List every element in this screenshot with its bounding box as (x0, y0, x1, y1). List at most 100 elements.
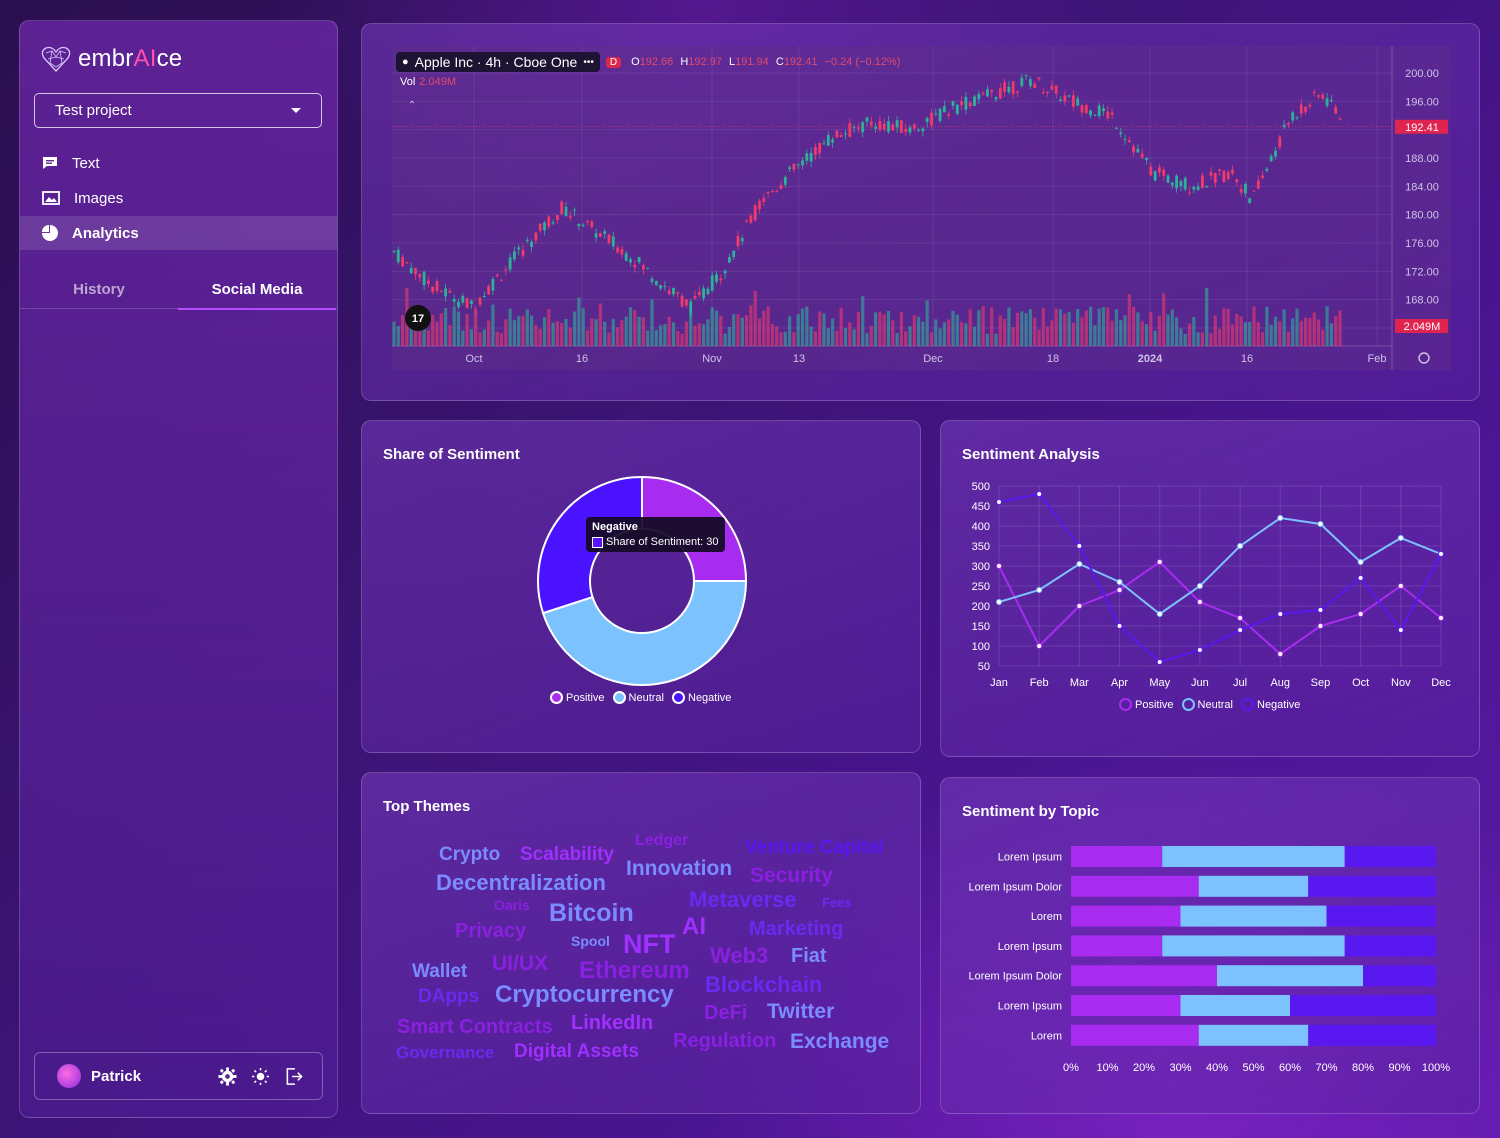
data-point (1357, 611, 1364, 617)
volume-bar (1058, 309, 1063, 346)
sentiment-by-topic-panel: Sentiment by Topic 0% 10% 20% 30% 40% 50% 60% 7… (940, 777, 1480, 1114)
volume-bar (800, 308, 805, 346)
volume-bar (1265, 306, 1269, 346)
candle-body (981, 92, 985, 94)
y-category-label: Lorem Ipsum (998, 1001, 1062, 1013)
logo[interactable]: embrAIce (40, 43, 182, 75)
candle-body (1153, 171, 1157, 181)
theme-word[interactable]: Web3 (710, 943, 769, 968)
volume-bar (831, 318, 835, 346)
volume-bar (899, 311, 903, 346)
candle-body (1226, 172, 1230, 179)
legend-negative[interactable]: Negative (672, 691, 731, 704)
avatar[interactable] (57, 1064, 81, 1088)
tab-history[interactable]: History (73, 281, 125, 298)
legend-negative[interactable]: Negative (1241, 698, 1300, 711)
volume-bar (809, 326, 813, 346)
sun-icon[interactable] (251, 1067, 270, 1086)
volume-bar (452, 306, 456, 346)
tab-social-media[interactable]: Social Media (178, 279, 336, 310)
legend-positive[interactable]: Positive (1119, 698, 1174, 711)
volume-bar (1226, 308, 1230, 346)
theme-word[interactable]: DApps (418, 986, 480, 1007)
volume-bar (917, 316, 921, 346)
theme-word[interactable]: Smart Contracts (397, 1016, 553, 1038)
theme-word[interactable]: AI (682, 913, 706, 940)
theme-word[interactable]: Ledger (635, 832, 689, 849)
candle-body (508, 257, 512, 270)
volume-bar (465, 314, 469, 346)
theme-word[interactable]: Fiat (791, 945, 827, 967)
theme-word[interactable]: Metaverse (689, 887, 797, 912)
volume-bar (762, 310, 766, 346)
y-tick-label: 196.00 (1405, 96, 1439, 108)
volume-bar (727, 326, 731, 346)
volume-bar (1278, 321, 1282, 346)
sidebar-item-analytics[interactable]: Analytics (20, 216, 337, 250)
symbol-box[interactable]: ● Apple Inc · 4h · Cboe One ••• (396, 52, 600, 72)
theme-word[interactable]: Scalability (520, 844, 614, 865)
candle-body (1321, 94, 1325, 99)
candle-body (1295, 117, 1299, 119)
legend-neutral[interactable]: Neutral (612, 691, 664, 704)
volume-bar (1076, 308, 1080, 346)
y-tick-label: 180.00 (1405, 210, 1439, 222)
theme-word[interactable]: Twitter (767, 1000, 835, 1023)
theme-word[interactable]: Security (750, 864, 833, 887)
candle-body (396, 249, 400, 263)
theme-word[interactable]: NFT (623, 929, 676, 959)
legend-positive[interactable]: Positive (550, 691, 605, 704)
legend-neutral[interactable]: Neutral (1181, 698, 1233, 711)
theme-word[interactable]: Innovation (626, 857, 733, 880)
theme-word[interactable]: Digital Assets (514, 1041, 639, 1062)
donut-chart[interactable] (362, 421, 922, 754)
tradingview-logo-icon (405, 305, 431, 331)
theme-word[interactable]: Governance (396, 1043, 495, 1062)
theme-word[interactable]: Bitcoin (549, 899, 634, 927)
volume-bar (929, 332, 934, 346)
candle-body (392, 250, 396, 253)
theme-word[interactable]: Ethereum (579, 957, 690, 984)
volume-bar (1028, 309, 1032, 346)
x-tick-label: 90% (1388, 1062, 1410, 1074)
stock-chart[interactable]: 200.00196.00192.00188.00184.00180.00176.… (392, 46, 1451, 370)
theme-word[interactable]: Regulation (673, 1030, 777, 1052)
bar-segment-neutral (1217, 965, 1363, 987)
stock-chart-panel: 200.00196.00192.00188.00184.00180.00176.… (361, 23, 1480, 401)
chart-legend: Positive Neutral Negative (550, 691, 731, 704)
theme-word[interactable]: Blockchain (705, 972, 823, 997)
theme-word[interactable]: Cryptocurrency (495, 981, 674, 1008)
theme-word[interactable]: DeFi (704, 1002, 748, 1024)
theme-word[interactable]: LinkedIn (571, 1012, 654, 1034)
theme-word[interactable]: Marketing (749, 918, 844, 940)
candle-body (702, 288, 705, 299)
stacked-bar-chart[interactable]: 0% 10% 20% 30% 40% 50% 60% 70% 80% 90% 100% Lorem I… (941, 778, 1481, 1115)
volume-bar (1084, 310, 1088, 346)
theme-word[interactable]: Decentralization (436, 870, 606, 895)
theme-word[interactable]: Wallet (412, 961, 468, 982)
volume-bar (547, 308, 551, 346)
theme-word[interactable]: Exchange (790, 1030, 890, 1053)
data-point (1196, 647, 1203, 653)
candle-body (1312, 92, 1316, 94)
theme-word[interactable]: Oaris (494, 897, 530, 913)
bar-segment-neutral (1180, 905, 1327, 927)
theme-word[interactable]: UI/UX (492, 952, 549, 975)
logout-icon[interactable] (284, 1067, 304, 1086)
theme-word[interactable]: Fees (822, 895, 852, 910)
theme-word[interactable]: Spool (571, 933, 610, 949)
sidebar-item-images[interactable]: Images (20, 181, 337, 215)
candlestick-chart[interactable]: 200.00196.00192.00188.00184.00180.00176.… (392, 46, 1451, 370)
project-select[interactable]: Test project (34, 93, 322, 128)
x-tick-label: Feb (1030, 677, 1049, 689)
volume-bar (534, 325, 538, 346)
volume-bar (401, 315, 405, 346)
theme-word[interactable]: Privacy (455, 920, 527, 942)
theme-word[interactable]: Venture Capital (745, 837, 884, 858)
theme-word[interactable]: Crypto (439, 844, 501, 865)
sidebar-item-text[interactable]: Text (20, 146, 337, 180)
candle-body (637, 257, 641, 263)
more-icon[interactable]: ••• (583, 56, 594, 68)
gear-icon[interactable] (218, 1066, 237, 1086)
